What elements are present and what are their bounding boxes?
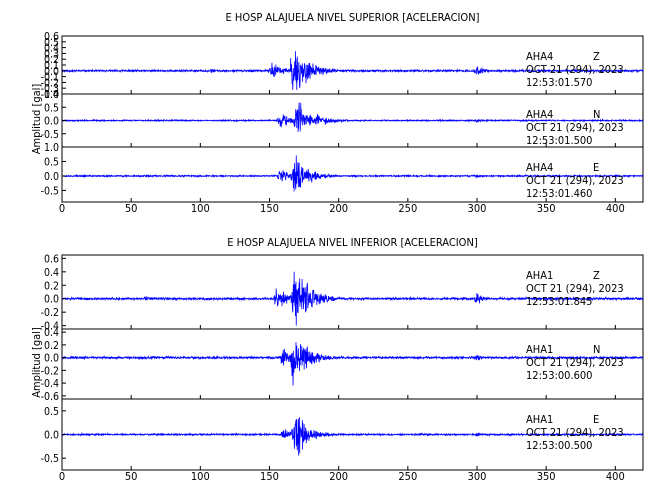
waveform-line	[61, 417, 644, 456]
x-tick-label: 50	[125, 470, 138, 483]
x-tick-label: 400	[606, 470, 625, 483]
y-tick-label: 0.0	[44, 353, 59, 365]
y-tick-label: 1.0	[44, 142, 59, 154]
y-tick-label: -0.2	[41, 365, 59, 377]
chart-title: E HOSP ALAJUELA NIVEL INFERIOR [ACELERAC…	[227, 236, 478, 249]
y-tick-label: 0.0	[44, 430, 59, 442]
waveform-line	[61, 271, 644, 326]
time-label: 12:53:00.600	[526, 369, 592, 382]
y-tick-label: -0.4	[41, 89, 59, 101]
time-label: 12:53:01.500	[526, 134, 592, 147]
y-tick-label: 0.6	[44, 253, 59, 265]
x-tick-label: 150	[260, 202, 279, 215]
y-tick-label: 0.0	[44, 66, 59, 78]
x-tick-label: 350	[537, 202, 556, 215]
x-tick-label: 250	[398, 202, 417, 215]
x-tick-label: 0	[59, 470, 65, 483]
y-tick-label: 0.6	[44, 31, 59, 43]
y-tick-label: 1.0	[44, 89, 59, 101]
date-label: OCT 21 (294), 2023	[526, 121, 624, 134]
panel-frame	[61, 146, 644, 203]
time-label: 12:53:01.570	[526, 76, 592, 89]
date-label: OCT 21 (294), 2023	[526, 356, 624, 369]
date-label: OCT 21 (294), 2023	[526, 426, 624, 439]
y-tick-label: -0.3	[41, 83, 59, 95]
y-tick-label: 0.5	[44, 102, 59, 114]
y-tick-label: -0.5	[41, 185, 59, 197]
x-tick-label: 250	[398, 470, 417, 483]
station-label: AHA4	[526, 108, 553, 121]
waveform-line	[61, 102, 644, 133]
component-label: N	[593, 343, 600, 356]
y-tick-label: 0.4	[44, 267, 59, 279]
y-tick-label: -0.4	[41, 321, 59, 333]
station-label: AHA1	[526, 413, 553, 426]
chart-title: E HOSP ALAJUELA NIVEL SUPERIOR [ACELERAC…	[226, 11, 480, 24]
y-axis-label: Amplitud [gal]	[30, 327, 43, 398]
y-tick-label: 0.3	[44, 48, 59, 60]
x-tick-label: 150	[260, 470, 279, 483]
trace-panel-AHA4-Z: 0.60.50.40.30.20.10.0-0.1-0.2-0.3-0.4 AHA…	[41, 31, 644, 101]
y-tick-label: 0.4	[44, 327, 59, 339]
y-tick-label: -0.2	[41, 307, 59, 319]
y-tick-label: 0.2	[44, 340, 59, 352]
x-tick-label: 100	[191, 202, 210, 215]
x-tick-label: 200	[329, 202, 348, 215]
x-tick-label: 400	[606, 202, 625, 215]
component-label: Z	[593, 50, 600, 63]
y-tick-label: 0.2	[44, 280, 59, 292]
y-tick-label: 0.5	[44, 37, 59, 49]
station-label: AHA4	[526, 161, 553, 174]
y-tick-label: -0.6	[41, 391, 59, 403]
component-label: N	[593, 108, 600, 121]
chart-1: E HOSP ALAJUELA NIVEL INFERIOR [ACELERAC…	[30, 236, 644, 483]
time-label: 12:53:00.500	[526, 439, 592, 452]
y-tick-label: 0.2	[44, 54, 59, 66]
y-tick-label: 0.0	[44, 171, 59, 183]
chart-0: E HOSP ALAJUELA NIVEL SUPERIOR [ACELERAC…	[30, 11, 644, 215]
x-tick-label: 50	[125, 202, 138, 215]
component-label: E	[593, 413, 599, 426]
time-label: 12:53:01.460	[526, 187, 592, 200]
time-label: 12:53:01.845	[526, 295, 592, 308]
y-tick-label: -0.1	[41, 72, 59, 84]
x-tick-label: 0	[59, 202, 65, 215]
date-label: OCT 21 (294), 2023	[526, 63, 624, 76]
x-tick-label: 200	[329, 470, 348, 483]
y-axis-label: Amplitud [gal]	[30, 84, 43, 155]
component-label: E	[593, 161, 599, 174]
waveform-line	[61, 155, 644, 192]
date-label: OCT 21 (294), 2023	[526, 282, 624, 295]
y-tick-label: -0.5	[41, 453, 59, 465]
y-tick-label: -0.2	[41, 77, 59, 89]
y-tick-label: 0.4	[44, 43, 59, 55]
y-tick-label: 0.5	[44, 406, 59, 418]
station-label: AHA1	[526, 343, 553, 356]
y-tick-label: -0.4	[41, 378, 59, 390]
date-label: OCT 21 (294), 2023	[526, 174, 624, 187]
x-tick-label: 300	[468, 202, 487, 215]
station-label: AHA1	[526, 269, 553, 282]
station-label: AHA4	[526, 50, 553, 63]
y-tick-label: 0.0	[44, 294, 59, 306]
y-tick-label: 0.0	[44, 116, 59, 128]
component-label: Z	[593, 269, 600, 282]
y-tick-label: -0.5	[41, 129, 59, 141]
waveform-line	[61, 342, 644, 386]
x-tick-label: 100	[191, 470, 210, 483]
waveform-line	[61, 51, 644, 90]
y-tick-label: 0.5	[44, 156, 59, 168]
x-tick-label: 300	[468, 470, 487, 483]
x-tick-label: 350	[537, 470, 556, 483]
y-tick-label: 0.1	[44, 60, 59, 72]
